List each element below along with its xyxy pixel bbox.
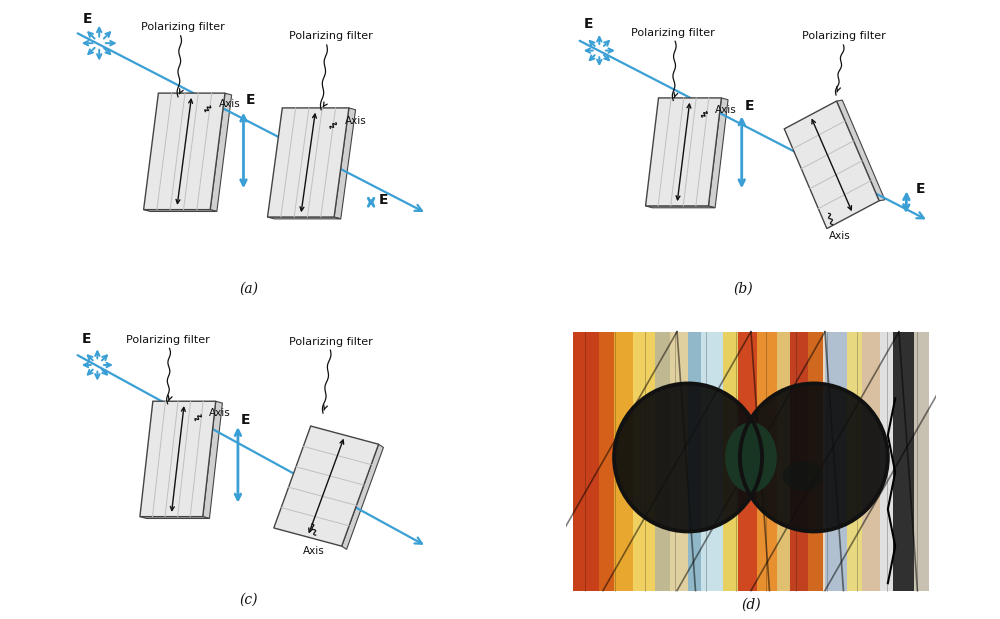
Bar — [790, 332, 808, 591]
Text: (c): (c) — [240, 592, 258, 607]
Polygon shape — [203, 401, 222, 519]
Text: (b): (b) — [734, 282, 753, 296]
Bar — [914, 332, 929, 591]
Polygon shape — [144, 93, 225, 210]
Bar — [808, 332, 823, 591]
Polygon shape — [274, 426, 379, 546]
Text: Polarizing filter: Polarizing filter — [289, 337, 372, 347]
Bar — [670, 332, 688, 591]
Polygon shape — [837, 100, 885, 201]
Polygon shape — [342, 444, 383, 550]
Ellipse shape — [725, 422, 777, 493]
Text: Axis: Axis — [219, 99, 240, 109]
Polygon shape — [708, 98, 728, 208]
Polygon shape — [140, 401, 216, 517]
Bar — [880, 332, 893, 591]
Bar — [573, 332, 599, 591]
Bar — [614, 332, 633, 591]
Polygon shape — [268, 217, 341, 219]
Text: Polarizing filter: Polarizing filter — [802, 32, 885, 41]
Text: Axis: Axis — [209, 408, 231, 418]
Polygon shape — [784, 101, 879, 228]
Bar — [573, 332, 929, 591]
Text: (a): (a) — [240, 282, 259, 296]
Text: E: E — [246, 93, 256, 107]
Text: Axis: Axis — [344, 116, 366, 126]
Circle shape — [614, 384, 762, 532]
Text: Axis: Axis — [829, 232, 851, 241]
Ellipse shape — [782, 461, 823, 491]
Bar — [757, 332, 777, 591]
Bar — [825, 332, 847, 591]
Bar — [599, 332, 614, 591]
Bar — [633, 332, 655, 591]
Polygon shape — [268, 108, 349, 217]
Text: Polarizing filter: Polarizing filter — [289, 32, 372, 41]
Bar — [655, 332, 670, 591]
Polygon shape — [334, 108, 356, 219]
Text: E: E — [916, 182, 925, 196]
Text: Polarizing filter: Polarizing filter — [141, 22, 224, 32]
Polygon shape — [210, 93, 232, 212]
Circle shape — [740, 384, 888, 532]
Bar — [847, 332, 862, 591]
Text: Polarizing filter: Polarizing filter — [126, 335, 210, 345]
Text: Polarizing filter: Polarizing filter — [631, 28, 715, 38]
Bar — [862, 332, 880, 591]
Bar — [738, 332, 757, 591]
Bar — [777, 332, 790, 591]
Text: (d): (d) — [741, 598, 761, 612]
Text: E: E — [82, 12, 92, 26]
Text: E: E — [241, 413, 250, 427]
Text: E: E — [583, 17, 593, 32]
Bar — [688, 332, 701, 591]
Polygon shape — [140, 517, 209, 519]
Bar — [723, 332, 738, 591]
Bar — [893, 332, 914, 591]
Text: E: E — [378, 193, 388, 207]
Text: Axis: Axis — [303, 545, 325, 556]
Text: E: E — [744, 99, 754, 113]
Polygon shape — [646, 98, 721, 206]
Bar — [701, 332, 723, 591]
Polygon shape — [646, 206, 715, 208]
Polygon shape — [144, 210, 217, 212]
Text: Axis: Axis — [715, 105, 736, 115]
Text: E: E — [82, 332, 91, 346]
